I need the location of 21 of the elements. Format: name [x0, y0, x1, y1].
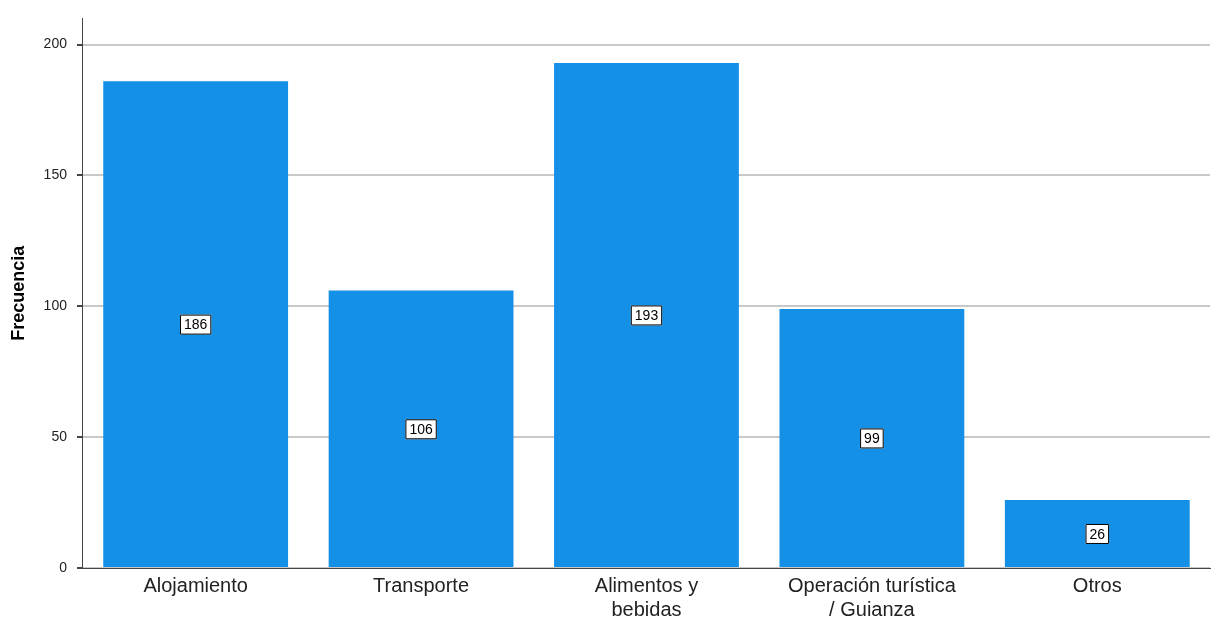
x-tick-label: Alojamiento: [143, 573, 248, 596]
data-label: 106: [409, 421, 433, 438]
data-label: 186: [183, 316, 208, 333]
y-tick-label: 150: [43, 166, 68, 183]
y-tick-label: 0: [59, 558, 68, 575]
x-tick-label: Alimentos y bebidas: [594, 573, 699, 620]
y-tick-label: 100: [43, 297, 68, 314]
bar: [1004, 499, 1190, 567]
data-label: 99: [864, 430, 880, 447]
bar: [779, 308, 965, 567]
bar: [328, 290, 514, 567]
x-tick-label: Transporte: [373, 573, 470, 596]
y-tick-label: 200: [43, 35, 68, 52]
bar: [554, 62, 739, 567]
bar: [103, 81, 289, 567]
y-tick-label: 50: [51, 428, 68, 444]
x-tick-label: Operación turística / Guianza: [787, 573, 957, 620]
data-label: 26: [1089, 525, 1106, 542]
x-tick-label: Otros: [1072, 573, 1122, 596]
data-label: 193: [634, 307, 659, 324]
y-axis-title: Frecuencia: [7, 244, 28, 341]
